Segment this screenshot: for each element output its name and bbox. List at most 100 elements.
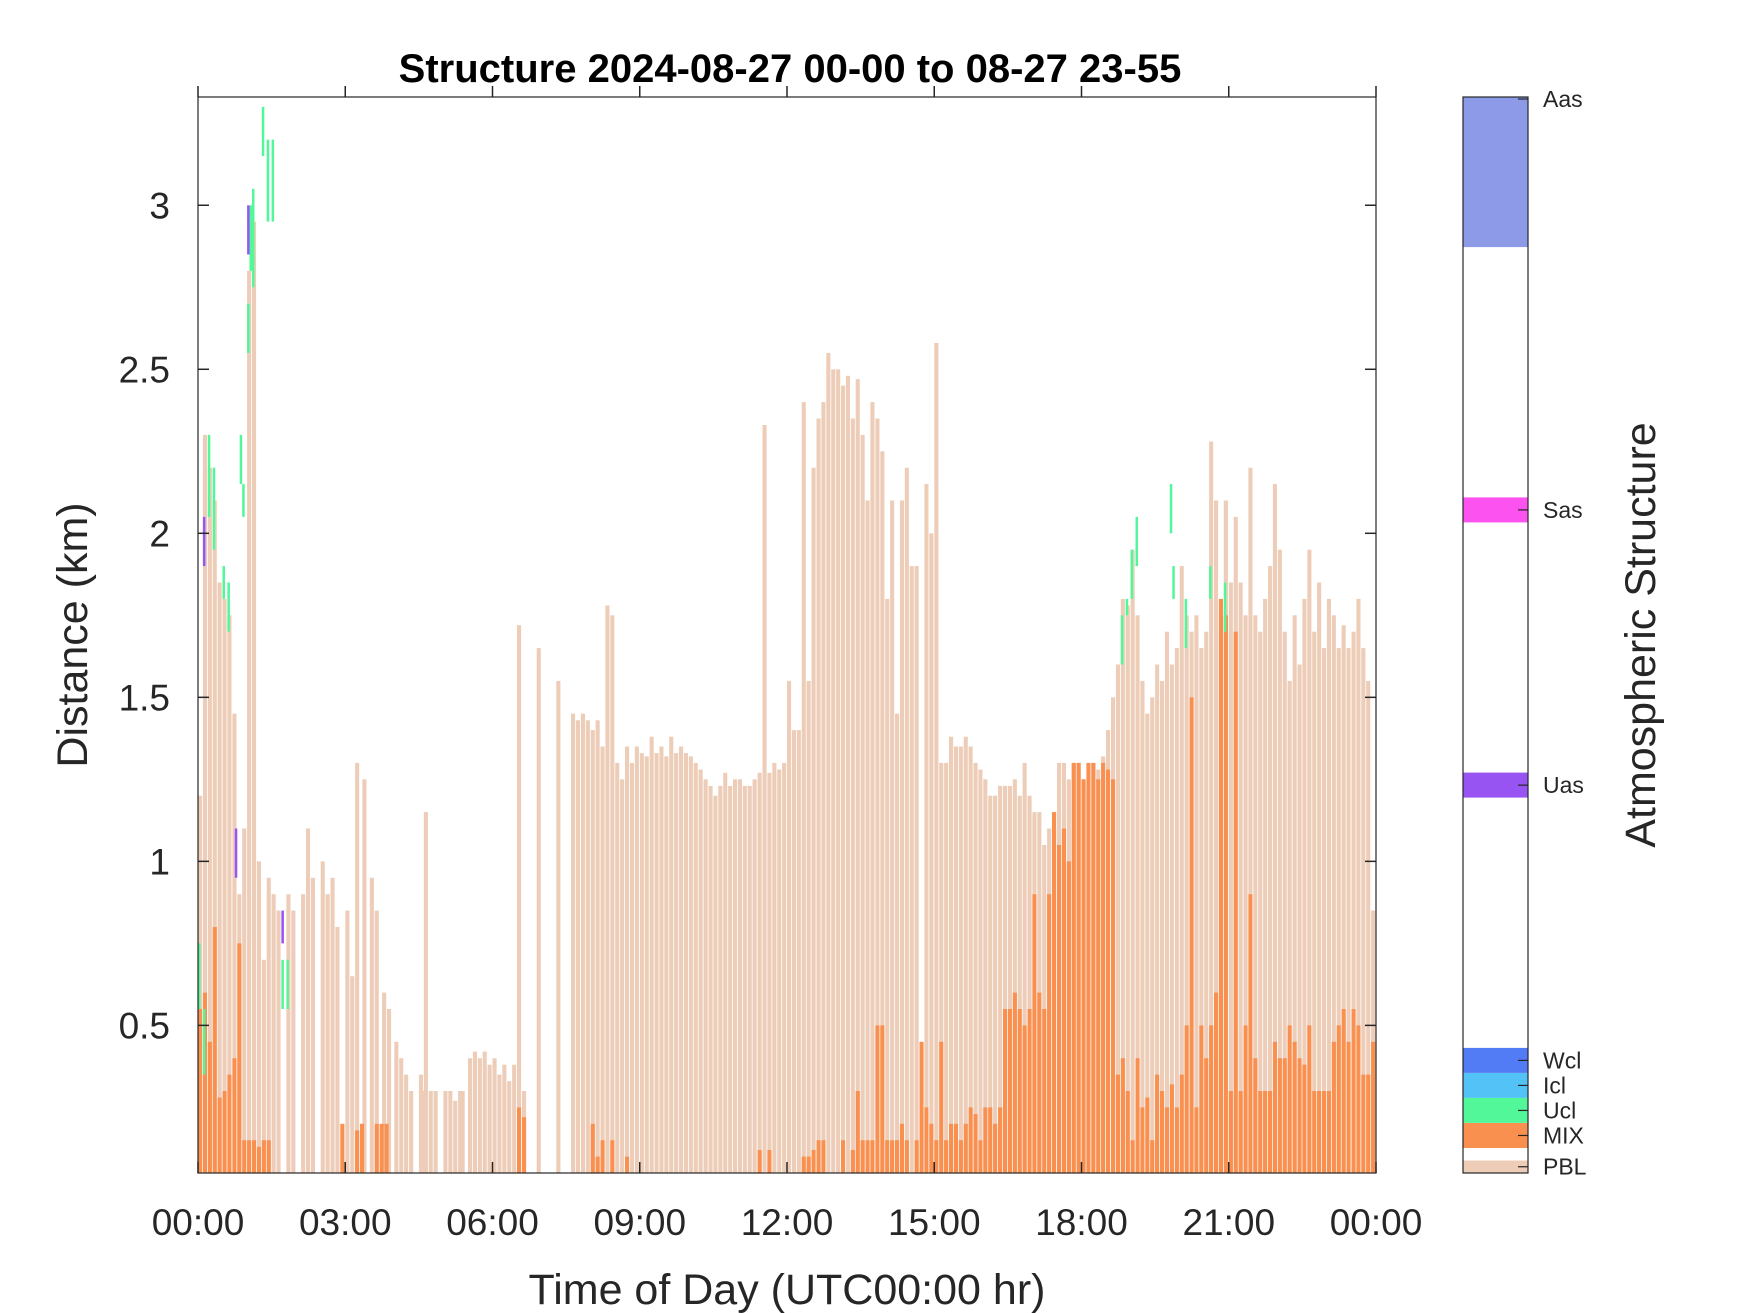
mix-bar-2 <box>207 1041 212 1173</box>
mix-bar-131 <box>1322 1091 1327 1173</box>
pbl-bar-47 <box>460 1091 465 1173</box>
mix-bar-97 <box>1155 1074 1160 1173</box>
pbl-bar-223 <box>1366 680 1371 1173</box>
pbl-bar-204 <box>1272 484 1277 1174</box>
mix-bar-40 <box>870 1140 875 1173</box>
mix-bar-129 <box>1312 1091 1317 1173</box>
pbl-bar-18 <box>291 910 296 1173</box>
pbl-bar-214 <box>1322 648 1327 1173</box>
mix-bar-100 <box>1169 1084 1174 1173</box>
uas-segment-3 <box>281 910 284 944</box>
pbl-bar-134 <box>929 533 934 1173</box>
pbl-bar-183 <box>1169 664 1174 1173</box>
pbl-bar-16 <box>276 910 281 1173</box>
pbl-bar-83 <box>674 753 679 1173</box>
pbl-bar-199 <box>1248 467 1253 1173</box>
x-tick-label-7: 21:00 <box>1182 1202 1275 1243</box>
mix-bar-16 <box>355 1130 360 1173</box>
pbl-bar-173 <box>1120 598 1125 1173</box>
colorbar-label-sas: Sas <box>1543 497 1583 523</box>
colorbar-label-wcl: Wcl <box>1543 1047 1581 1073</box>
mix-bar-52 <box>934 1140 939 1173</box>
pbl-bar-11 <box>252 221 257 1173</box>
pbl-bar-221 <box>1356 598 1361 1173</box>
pbl-bar-89 <box>703 779 708 1173</box>
colorbar-frame <box>1462 96 1529 1174</box>
pbl-bar-178 <box>1145 713 1150 1173</box>
mix-bar-110 <box>1218 598 1223 1173</box>
pbl-bar-73 <box>625 746 630 1173</box>
pbl-bar-140 <box>958 746 963 1173</box>
mix-bar-95 <box>1145 1097 1150 1173</box>
pbl-bar-182 <box>1164 631 1169 1173</box>
mix-bar-135 <box>1341 1009 1346 1173</box>
pbl-bar-12 <box>256 861 261 1173</box>
mix-bar-99 <box>1164 1107 1169 1173</box>
pbl-bar-209 <box>1297 664 1302 1173</box>
pbl-bar-123 <box>870 402 875 1174</box>
pbl-bar-154 <box>1027 795 1032 1173</box>
pbl-bar-42 <box>433 1091 438 1173</box>
pbl-bar-61 <box>556 680 561 1173</box>
pbl-bar-65 <box>585 720 590 1173</box>
pbl-bar-217 <box>1336 648 1341 1173</box>
pbl-bar-71 <box>615 762 620 1173</box>
pbl-bar-128 <box>895 713 900 1173</box>
mix-bar-89 <box>1115 1074 1120 1173</box>
x-tick-label-4: 12:00 <box>741 1202 834 1243</box>
mix-bar-8 <box>237 943 242 1173</box>
ucl-segment-4 <box>222 566 225 599</box>
pbl-bar-122 <box>865 500 870 1173</box>
ucl-segment-23 <box>1209 566 1212 599</box>
pbl-bar-23 <box>325 894 330 1173</box>
pbl-bar-121 <box>860 434 865 1173</box>
mix-bar-18 <box>374 1123 379 1173</box>
pbl-bar-118 <box>845 375 850 1173</box>
mix-bar-136 <box>1346 1041 1351 1173</box>
mix-bar-74 <box>1042 1009 1047 1173</box>
colorbar-swatch-wcl <box>1463 1047 1528 1073</box>
mix-bar-3 <box>212 927 217 1173</box>
ucl-segment-8 <box>247 303 250 353</box>
y-tick-label-1: 1 <box>149 841 170 882</box>
mix-bar-57 <box>958 1140 963 1173</box>
mix-bar-120 <box>1268 1091 1273 1173</box>
ucl-segment-18 <box>1130 549 1134 599</box>
axis-ticks: 00:00 03:00 06:00 09:00 12:00 15:00 18:00 21:00… <box>119 86 1422 1243</box>
mix-bar-101 <box>1174 1107 1179 1173</box>
pbl-bar-33 <box>387 1009 392 1173</box>
mix-bar-19 <box>379 1123 384 1173</box>
mix-bar-82 <box>1081 779 1086 1173</box>
pbl-bar-107 <box>791 730 796 1173</box>
pbl-bar-139 <box>953 746 958 1173</box>
mix-bar-78 <box>1061 828 1066 1173</box>
ucl-segment-5 <box>227 582 230 632</box>
pbl-bar-5 <box>222 598 227 1173</box>
pbl-bar-205 <box>1277 549 1282 1173</box>
mix-bar-42 <box>880 1025 885 1173</box>
pbl-bar-201 <box>1258 631 1263 1173</box>
mix-bar-104 <box>1189 697 1194 1173</box>
pbl-bar-6 <box>227 615 232 1173</box>
y-tick-label-5: 3 <box>149 185 170 226</box>
pbl-bar-197 <box>1238 582 1243 1173</box>
ucl-segment-12 <box>266 139 270 222</box>
mix-bar-96 <box>1150 1140 1155 1173</box>
mix-bar-6 <box>227 1074 232 1173</box>
pbl-bar-125 <box>880 451 885 1173</box>
pbl-bar-138 <box>949 736 954 1173</box>
pbl-bar-37 <box>409 1091 414 1173</box>
pbl-bar-153 <box>1022 762 1027 1173</box>
pbl-bar-90 <box>708 785 713 1173</box>
pbl-bar-51 <box>482 1051 487 1173</box>
mix-bar-53 <box>939 1041 944 1173</box>
pbl-bar-136 <box>939 762 944 1173</box>
mix-bar-41 <box>875 1025 880 1173</box>
mix-bar-70 <box>1022 1025 1027 1173</box>
pbl-bar-186 <box>1184 615 1189 1173</box>
pbl-bar-35 <box>399 1058 404 1173</box>
ucl-segment-21 <box>1172 566 1175 599</box>
mix-bar-32 <box>811 1150 816 1173</box>
pbl-bar-202 <box>1263 598 1268 1173</box>
mix-bar-37 <box>855 1091 860 1173</box>
